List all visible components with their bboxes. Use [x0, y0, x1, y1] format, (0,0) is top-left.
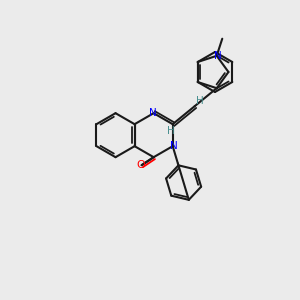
Text: N: N	[149, 108, 157, 118]
Text: N: N	[170, 141, 178, 151]
Text: N: N	[214, 51, 222, 61]
Text: O: O	[136, 160, 145, 170]
Text: H: H	[196, 96, 204, 106]
Text: H: H	[167, 126, 175, 136]
